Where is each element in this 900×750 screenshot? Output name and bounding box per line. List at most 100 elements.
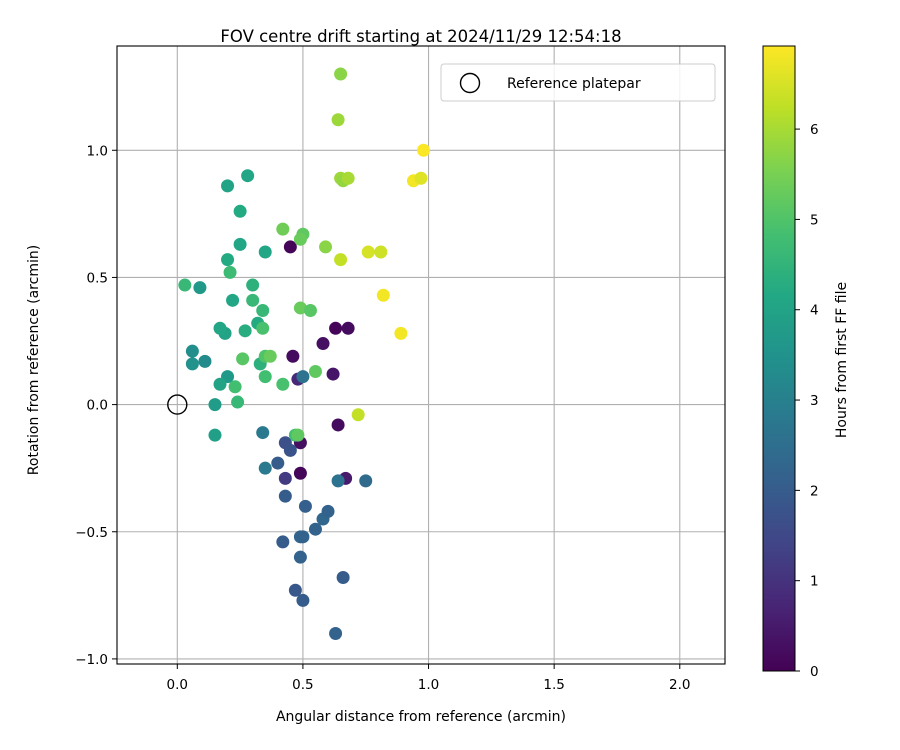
data-point [321,504,335,518]
data-point [291,428,305,442]
data-point [185,357,199,371]
data-point [336,571,350,585]
data-point [331,474,345,488]
data-point [334,67,348,81]
data-point [308,365,322,379]
colorbar-gradient [762,45,796,672]
data-point [296,593,310,607]
data-point [258,461,272,475]
data-point [198,354,212,368]
data-point [178,278,192,292]
data-points [178,67,431,640]
y-tick-label: 0.5 [87,270,108,286]
data-point [283,443,297,457]
data-point [351,408,365,422]
data-point [228,380,242,394]
colorbar-tick-label: 4 [810,303,819,319]
y-tick-label: 1.0 [87,143,108,159]
data-point [208,398,222,412]
legend: Reference platepar [440,63,716,102]
plot-frame [116,45,726,665]
x-tick-label: 0.5 [292,677,313,693]
data-point [258,245,272,259]
data-point [329,321,343,335]
data-point [293,550,307,564]
y-tick-label: −1.0 [75,652,108,668]
data-point [308,522,322,536]
data-point [303,303,317,317]
colorbar-tick-label: 1 [810,574,819,590]
data-point [276,222,290,236]
colorbar-tick-label: 6 [810,122,819,138]
colorbar-label: Hours from first FF file [834,282,850,438]
data-point [376,288,390,302]
data-point [341,321,355,335]
data-point [334,253,348,267]
x-tick-label: 1.0 [418,677,439,693]
data-point [394,326,408,340]
data-point [283,240,297,254]
data-point [256,321,270,335]
data-point [271,456,285,470]
data-point [359,474,373,488]
data-point [238,324,252,338]
data-point [331,113,345,127]
legend-reference-marker [459,72,481,94]
data-point [233,237,247,251]
data-point [256,303,270,317]
data-point [326,367,340,381]
data-point [226,293,240,307]
data-point [241,169,255,183]
data-point [263,349,277,363]
data-point [414,171,428,185]
data-point [221,179,235,193]
y-tick-label: −0.5 [75,525,108,541]
data-point [213,377,227,391]
data-point [185,344,199,358]
y-axis-ticks: −1.0 −0.5 0.0 0.5 1.0 [75,143,117,668]
data-point [293,232,307,246]
reference-marker-group [167,394,188,415]
legend-box [440,63,716,102]
data-point [231,395,245,409]
data-point [236,352,250,366]
y-tick-label: 0.0 [87,398,108,414]
x-tick-label: 1.5 [543,677,564,693]
grid [117,46,725,664]
data-point [417,143,431,157]
data-point [223,265,237,279]
data-point [361,245,375,259]
colorbar-tick-label: 0 [810,664,819,680]
data-point [246,278,260,292]
x-axis-label: Angular distance from reference (arcmin) [276,709,566,725]
reference-platepar-marker [167,394,188,415]
colorbar-tick-label: 2 [810,483,819,499]
data-point [221,253,235,267]
data-point [278,471,292,485]
x-axis-ticks: 0.0 0.5 1.0 1.5 2.0 [167,664,691,693]
data-point [316,337,330,351]
x-tick-label: 2.0 [669,677,690,693]
colorbar: 0 1 2 3 4 5 6 Hours from first FF file [762,45,850,680]
data-point [296,370,310,384]
data-point [258,370,272,384]
data-point [233,204,247,218]
colorbar-tick-label: 5 [810,212,819,228]
data-point [246,293,260,307]
data-point [288,583,302,597]
data-point [331,418,345,432]
data-point [293,466,307,480]
data-point [298,499,312,513]
data-point [276,535,290,549]
data-point [293,301,307,315]
data-point [193,281,207,295]
legend-label: Reference platepar [507,76,641,92]
data-point [208,428,222,442]
colorbar-ticks: 0 1 2 3 4 5 6 [795,122,819,680]
data-point [341,171,355,185]
data-point [256,426,270,440]
y-axis-label: Rotation from reference (arcmin) [26,245,42,475]
data-point [276,377,290,391]
chart-title: FOV centre drift starting at 2024/11/29 … [220,27,621,46]
